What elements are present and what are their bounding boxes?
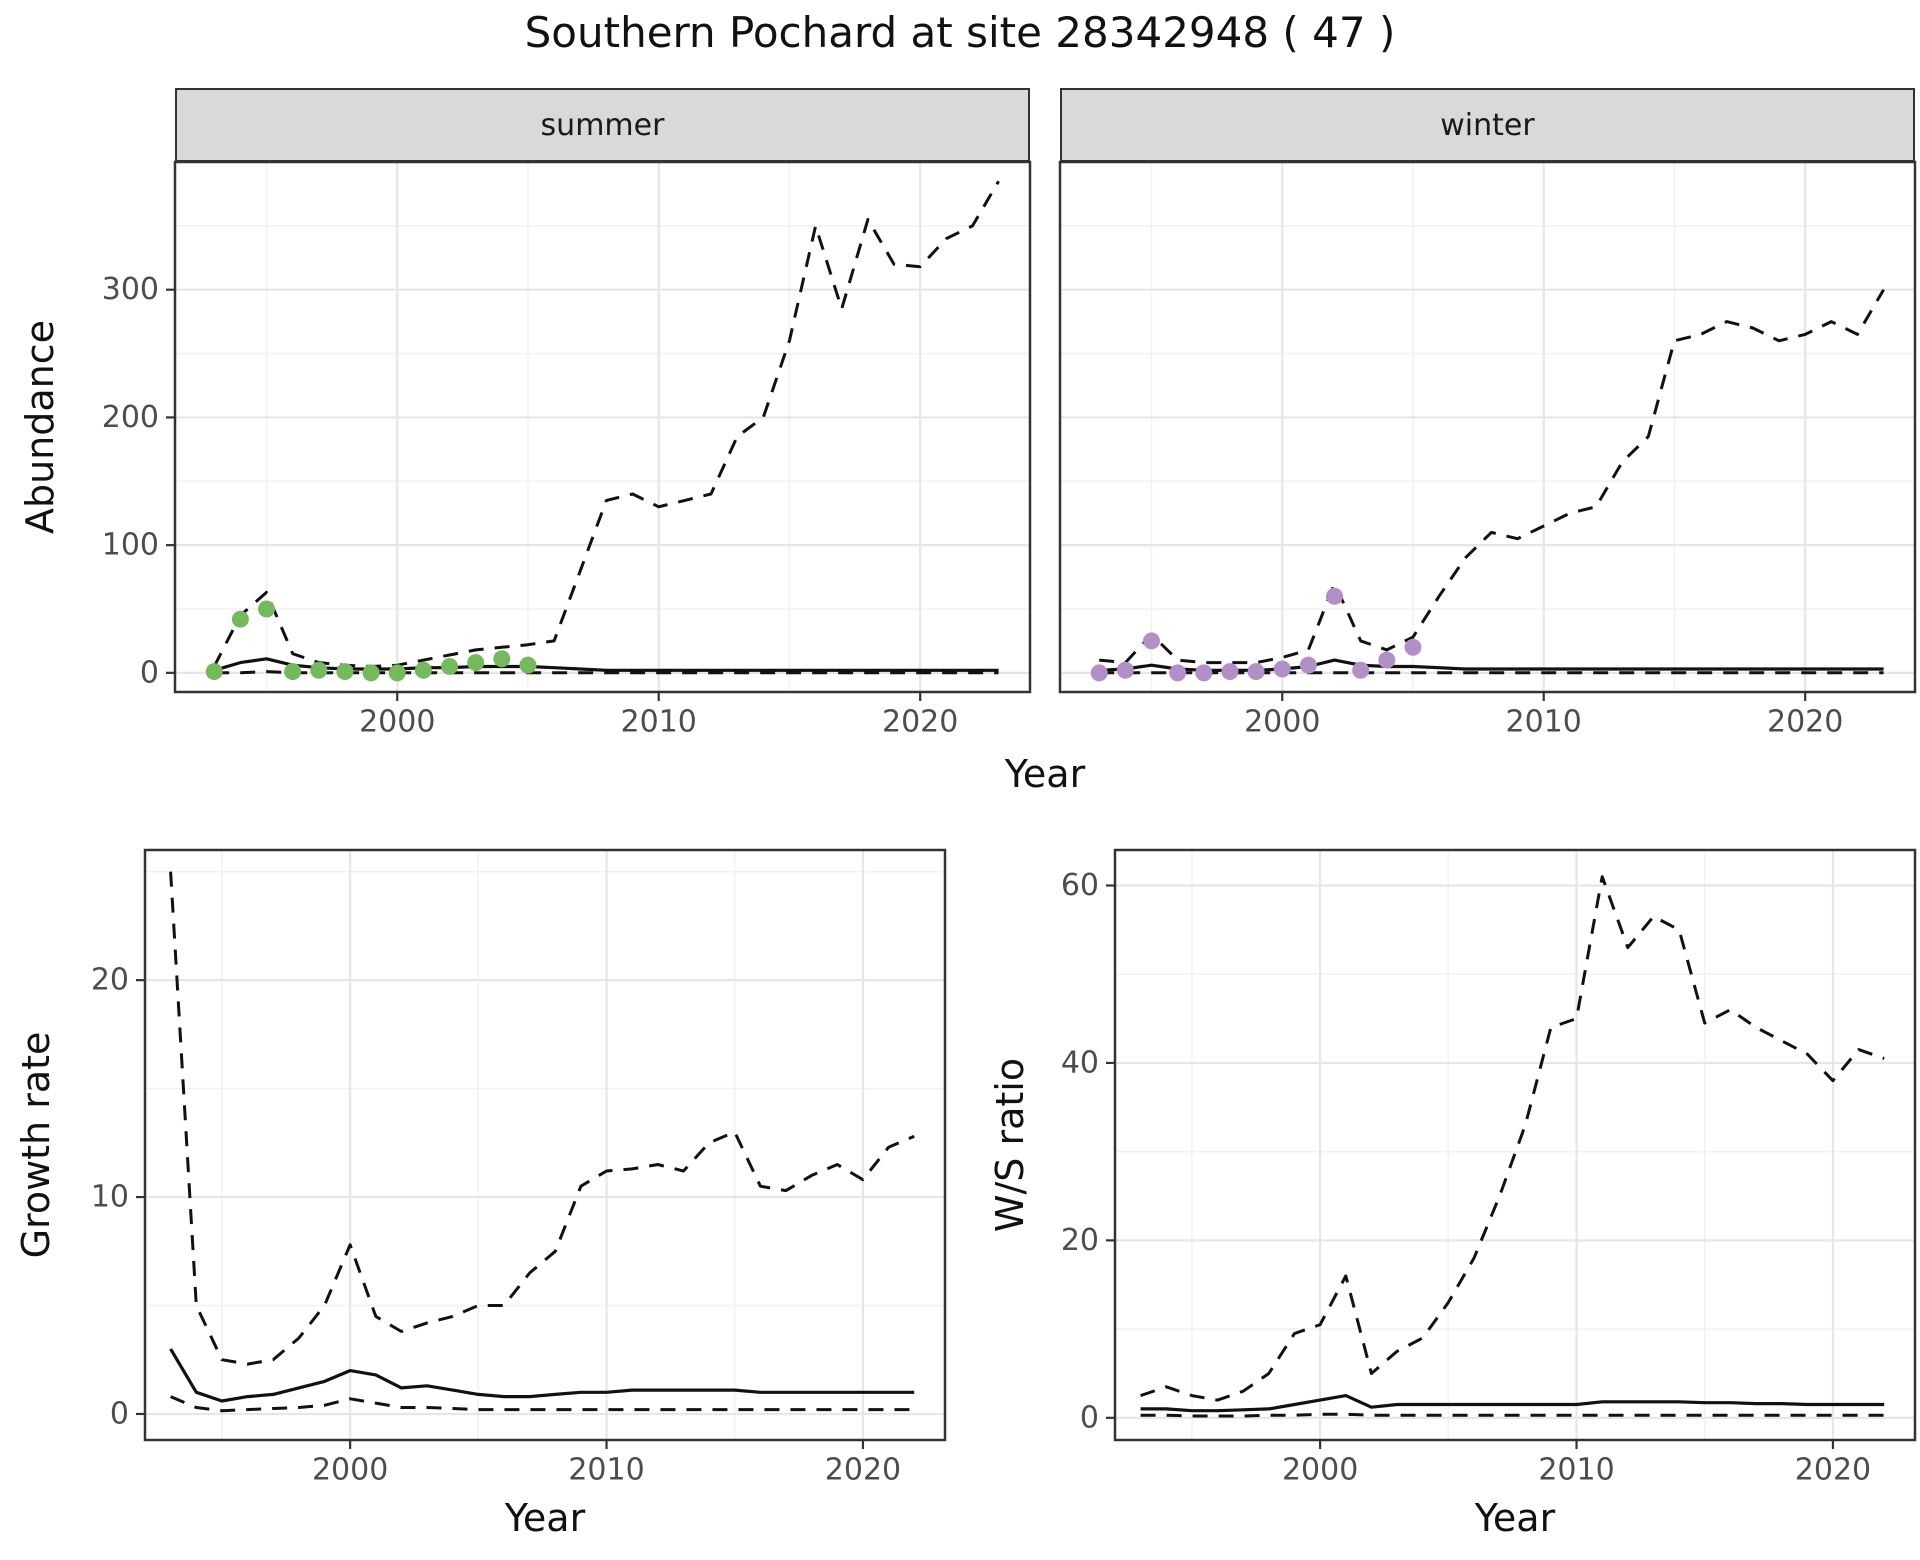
svg-text:2010: 2010 <box>621 705 697 740</box>
abundance-y-axis-label: Abundance <box>18 319 62 535</box>
growth-rate-y-axis-label: Growth rate <box>14 1031 58 1259</box>
svg-text:0: 0 <box>140 655 159 690</box>
svg-text:2020: 2020 <box>825 1453 901 1488</box>
svg-text:2020: 2020 <box>882 705 958 740</box>
svg-text:2000: 2000 <box>312 1453 388 1488</box>
svg-text:100: 100 <box>102 528 159 563</box>
svg-text:2000: 2000 <box>1244 705 1320 740</box>
svg-text:2020: 2020 <box>1795 1453 1871 1488</box>
ws-ratio-plot: 2000 2010 2020 0 20 40 60 <box>1061 848 1917 1488</box>
abundance-summer-plot: 2000 2010 2020 0 100 200 300 <box>102 160 1032 740</box>
ws-ratio-y-axis-label: W/S ratio <box>988 1057 1032 1233</box>
growth-rate-plot: 2000 2010 2020 0 10 20 <box>91 848 947 1488</box>
svg-text:2000: 2000 <box>359 705 435 740</box>
svg-text:0: 0 <box>1080 1400 1099 1435</box>
svg-text:2010: 2010 <box>568 1453 644 1488</box>
facet-strip-summer: summer <box>175 88 1030 162</box>
facet-strip-winter: winter <box>1060 88 1915 162</box>
svg-text:300: 300 <box>102 272 159 307</box>
svg-text:20: 20 <box>91 963 129 998</box>
growth-rate-x-axis-label: Year <box>504 1496 586 1540</box>
svg-text:20: 20 <box>1061 1223 1099 1258</box>
svg-text:200: 200 <box>102 400 159 435</box>
abundance-winter-plot: 2000 2010 2020 <box>1058 160 1917 740</box>
svg-text:2000: 2000 <box>1282 1453 1358 1488</box>
svg-text:60: 60 <box>1061 868 1099 903</box>
svg-text:40: 40 <box>1061 1045 1099 1080</box>
svg-text:2010: 2010 <box>1506 705 1582 740</box>
ws-ratio-x-axis-label: Year <box>1474 1496 1556 1540</box>
svg-text:10: 10 <box>91 1180 129 1215</box>
svg-text:2020: 2020 <box>1767 705 1843 740</box>
svg-text:2010: 2010 <box>1538 1453 1614 1488</box>
figure-title: Southern Pochard at site 28342948 ( 47 ) <box>524 8 1396 57</box>
svg-text:0: 0 <box>110 1396 129 1431</box>
abundance-x-axis-label: Year <box>1004 752 1086 796</box>
